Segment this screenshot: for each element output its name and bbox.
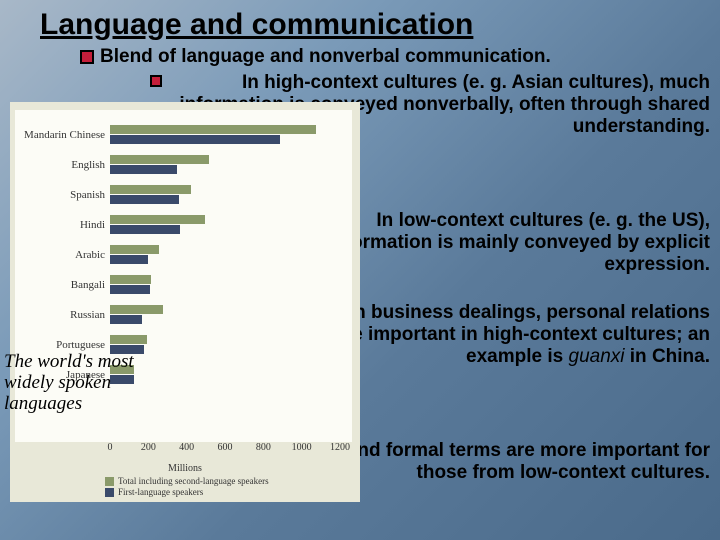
chart-row-label: Bangali <box>15 279 110 291</box>
bar-first <box>110 135 280 144</box>
bar-first <box>110 165 177 174</box>
chart-bars: Mandarin Chinese English Spanish Hindi Arabi… <box>15 120 352 390</box>
chart-row-label: Russian <box>15 309 110 321</box>
legend-first: First-language speakers <box>105 487 269 497</box>
x-tick: 600 <box>218 442 233 453</box>
chart-row-label: English <box>15 159 110 171</box>
chart-row: Mandarin Chinese <box>15 120 352 150</box>
chart-row-label: Portuguese <box>15 339 110 351</box>
chart-x-label: Millions <box>10 463 360 474</box>
chart-row: English <box>15 150 352 180</box>
x-tick: 200 <box>141 442 156 453</box>
bullet-1: Blend of language and nonverbal communic… <box>80 46 710 68</box>
chart-row-label: Mandarin Chinese <box>15 129 110 141</box>
chart-row: Arabic <box>15 240 352 270</box>
chart-row-bars <box>110 300 352 330</box>
legend-total-label: Total including second-language speakers <box>118 476 269 486</box>
bar-first <box>110 255 148 264</box>
content-area: Blend of language and nonverbal communic… <box>0 42 720 532</box>
bullet-1-text: Blend of language and nonverbal communic… <box>100 46 551 68</box>
chart-row-bars <box>110 210 352 240</box>
x-tick: 400 <box>179 442 194 453</box>
chart-row-bars <box>110 330 352 360</box>
bar-total <box>110 275 151 284</box>
bar-total <box>110 215 205 224</box>
bullet-4: In business dealings, personal relations… <box>310 302 710 368</box>
legend-first-label: First-language speakers <box>118 487 203 497</box>
bullet-4-text: In business dealings, personal relations… <box>334 302 710 367</box>
chart-row-label: Spanish <box>15 189 110 201</box>
chart-row-bars <box>110 240 352 270</box>
square-bullet-icon <box>150 75 162 87</box>
bar-total <box>110 305 163 314</box>
chart-row-label: Hindi <box>15 219 110 231</box>
chart-row: Spanish <box>15 180 352 210</box>
chart-row-bars <box>110 360 352 390</box>
square-bullet-icon <box>80 50 94 64</box>
bar-first <box>110 285 150 294</box>
chart-row-bars <box>110 180 352 210</box>
x-tick: 1000 <box>292 442 312 453</box>
bar-first <box>110 225 180 234</box>
bar-first <box>110 315 142 324</box>
chart-row: Russian <box>15 300 352 330</box>
chart-row-label: Arabic <box>15 249 110 261</box>
chart-row-bars <box>110 120 352 150</box>
bar-total <box>110 185 191 194</box>
x-tick: 0 <box>108 442 113 453</box>
bar-total <box>110 245 159 254</box>
bar-total <box>110 335 147 344</box>
legend-total: Total including second-language speakers <box>105 476 269 486</box>
legend-swatch-total <box>105 477 114 486</box>
chart-row: Hindi <box>15 210 352 240</box>
x-tick: 1200 <box>330 442 350 453</box>
legend-swatch-first <box>105 488 114 497</box>
bullet-3-text: In low-context cultures (e. g. the US), … <box>328 210 710 275</box>
chart-row-bars <box>110 270 352 300</box>
chart-row: Bangali <box>15 270 352 300</box>
bar-total <box>110 125 316 134</box>
languages-chart: Mandarin Chinese English Spanish Hindi Arabi… <box>10 102 360 502</box>
chart-legend: Total including second-language speakers… <box>105 476 269 498</box>
page-title: Language and communication <box>0 0 720 42</box>
bar-total <box>110 155 209 164</box>
bar-first <box>110 195 179 204</box>
chart-row-bars <box>110 150 352 180</box>
chart-x-axis: 0 200 400 600 800 1000 1200 <box>110 442 352 457</box>
chart-caption: The world's mostwidely spokenlanguages <box>4 352 134 415</box>
x-tick: 800 <box>256 442 271 453</box>
